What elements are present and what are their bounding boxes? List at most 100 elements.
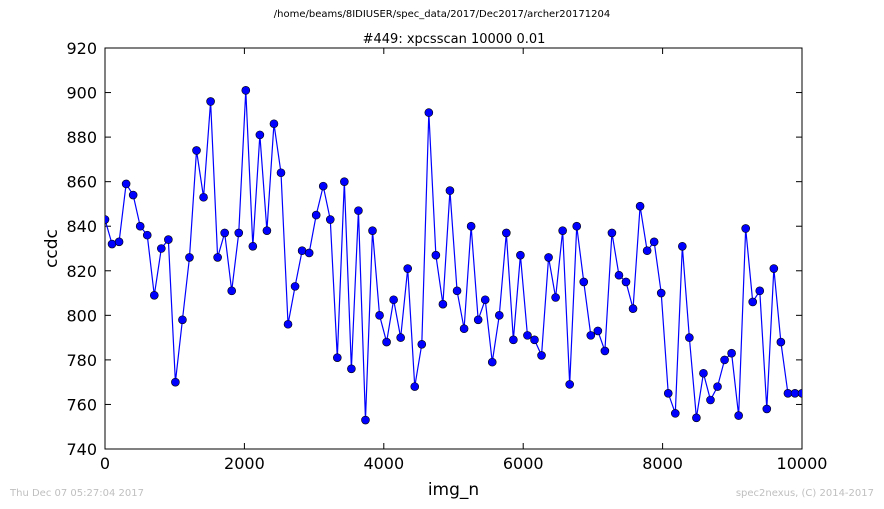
data-point: [572, 221, 582, 231]
data-point: [607, 228, 617, 238]
chart-title: #449: xpcsscan 10000 0.01: [363, 32, 546, 47]
data-point: [635, 201, 645, 211]
y-tick-label: 840: [66, 217, 97, 236]
data-point: [663, 389, 673, 398]
data-point: [199, 192, 208, 202]
data-point: [600, 346, 610, 356]
data-point: [333, 353, 342, 362]
x-tick-label: 10000: [777, 454, 828, 473]
data-point: [797, 389, 802, 398]
data-point: [509, 335, 518, 345]
x-axis-label: img_n: [428, 480, 479, 500]
data-point: [304, 248, 314, 258]
data-point: [135, 221, 145, 231]
plot-frame: [104, 47, 803, 450]
data-point: [318, 181, 328, 191]
data-point: [283, 319, 293, 329]
data-point: [347, 364, 356, 374]
data-point: [558, 226, 567, 235]
series-clip-group: [105, 86, 802, 425]
data-point: [544, 253, 553, 262]
data-point: [720, 355, 729, 365]
data-point: [670, 409, 680, 418]
data-point: [255, 130, 265, 140]
figure-suptitle: /home/beams/8IDIUSER/spec_data/2017/Dec2…: [273, 9, 611, 20]
data-point: [171, 377, 180, 387]
data-point: [734, 411, 743, 420]
y-tick-label: 780: [66, 351, 97, 370]
data-point: [466, 221, 476, 231]
data-point: [354, 206, 363, 215]
x-tick-label: 8000: [642, 454, 683, 473]
data-point: [227, 286, 237, 296]
data-point: [762, 404, 772, 414]
data-point: [494, 311, 504, 320]
y-tick-label: 820: [66, 262, 97, 281]
data-point: [452, 286, 462, 296]
data-point: [262, 226, 272, 235]
y-tick-label: 900: [66, 84, 97, 103]
axis-ticks: 0 2000 4000 6000 8000 10000 740 760 780 800 820 840…: [66, 39, 827, 473]
data-point: [178, 315, 187, 325]
y-tick-label: 920: [66, 39, 97, 58]
data-point: [290, 282, 300, 291]
y-tick-label: 760: [66, 395, 97, 414]
data-point: [656, 288, 666, 298]
data-point: [248, 241, 258, 251]
data-point: [382, 337, 391, 347]
y-tick-label: 860: [66, 173, 97, 192]
data-point: [699, 368, 708, 378]
data-point: [523, 331, 532, 340]
data-point: [234, 228, 244, 238]
data-point: [502, 228, 511, 238]
data-point: [121, 179, 131, 189]
data-point: [311, 210, 321, 220]
data-point: [424, 108, 434, 117]
x-tick-label: 6000: [503, 454, 544, 473]
data-point: [368, 226, 377, 235]
data-point: [325, 215, 335, 224]
footer-credit: spec2nexus, (C) 2014-2017: [735, 488, 874, 499]
data-point: [579, 277, 589, 287]
data-point: [516, 250, 525, 260]
data-point: [487, 357, 497, 367]
data-point: [438, 299, 448, 309]
data-point: [164, 235, 173, 244]
data-point: [628, 304, 638, 313]
data-point: [748, 297, 758, 307]
data-point: [185, 253, 194, 262]
y-tick-label: 880: [66, 128, 97, 147]
data-point: [206, 97, 215, 106]
data-point: [241, 86, 251, 95]
data-point: [340, 177, 349, 186]
data-point: [375, 311, 384, 320]
data-point: [396, 333, 405, 342]
y-axis-label: ccdc: [42, 229, 62, 268]
data-point: [473, 315, 483, 325]
data-point: [586, 331, 596, 340]
data-point: [678, 241, 687, 251]
data-point: [220, 228, 229, 238]
data-point: [537, 351, 546, 360]
data-point: [769, 264, 779, 273]
data-point: [459, 324, 469, 334]
y-tick-label: 800: [66, 306, 97, 325]
series-group: [105, 86, 802, 425]
data-point: [614, 270, 624, 280]
data-point: [403, 264, 413, 273]
x-tick-label: 0: [100, 454, 110, 473]
data-point: [741, 224, 750, 233]
data-point: [649, 237, 659, 247]
x-tick-label: 4000: [363, 454, 404, 473]
series-line: [105, 90, 802, 421]
data-point: [114, 237, 124, 247]
data-point: [410, 382, 420, 391]
data-point: [213, 253, 222, 262]
data-point: [431, 250, 441, 260]
data-point: [128, 190, 138, 200]
data-point: [142, 230, 152, 240]
x-tick-label: 2000: [224, 454, 265, 473]
footer-timestamp: Thu Dec 07 05:27:04 2017: [10, 488, 144, 499]
data-point: [685, 333, 694, 342]
